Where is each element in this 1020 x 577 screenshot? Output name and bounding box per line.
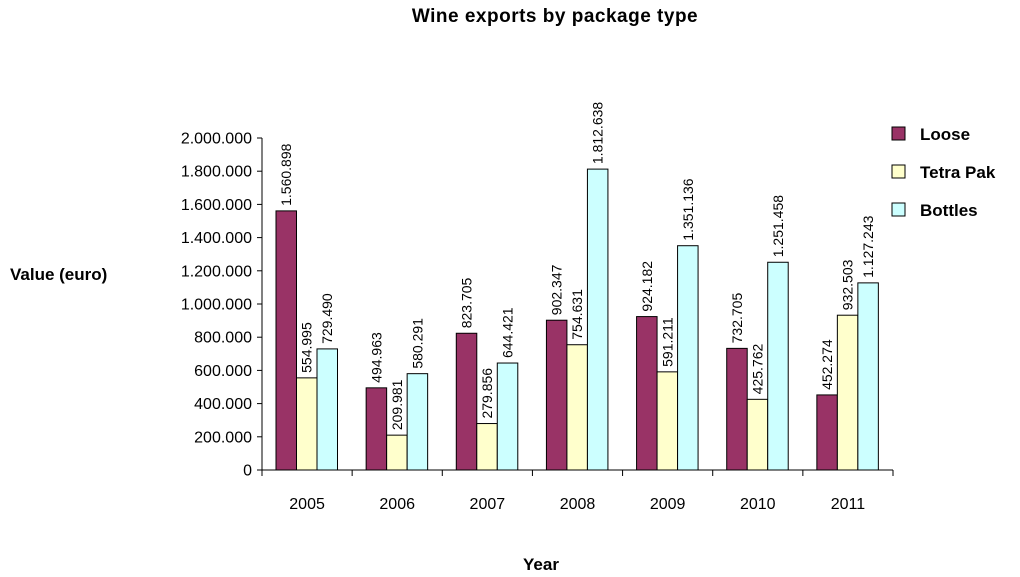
chart-title: Wine exports by package type [412, 6, 698, 27]
bars-group [275, 168, 879, 471]
data-label-tetra-pak: 754.631 [569, 289, 585, 340]
data-label-bottles: 1.812.638 [590, 102, 606, 164]
bar-bottles [677, 245, 699, 471]
data-label-loose: 924.182 [639, 261, 655, 312]
bar-loose [726, 347, 748, 471]
data-label-bottles: 644.421 [500, 307, 516, 358]
data-label-tetra-pak: 425.762 [749, 344, 765, 395]
data-label-bottles: 1.127.243 [860, 215, 876, 277]
y-tick-label: 200.000 [194, 429, 252, 446]
x-axis-title: Year [523, 555, 559, 574]
data-label-tetra-pak: 279.856 [479, 368, 495, 419]
y-tick-label: 0 [243, 463, 252, 480]
bar-loose [816, 394, 838, 471]
x-tick-label: 2008 [560, 496, 596, 513]
y-tick-label: 2.000.000 [181, 131, 252, 148]
y-tick-label: 1.800.000 [181, 164, 252, 181]
data-label-tetra-pak: 591.211 [659, 317, 675, 367]
data-label-loose: 1.560.898 [278, 143, 294, 205]
data-label-loose: 732.705 [729, 293, 745, 344]
legend-label-tetra-pak: Tetra Pak [920, 163, 996, 182]
y-tick-label: 1.400.000 [181, 230, 252, 247]
y-tick-label: 1.000.000 [181, 297, 252, 314]
y-tick-label: 400.000 [194, 396, 252, 413]
plot-area: 1.560.898 494.963 823.705 902.347 924.182 732… [181, 102, 894, 513]
data-label-loose: 902.347 [549, 264, 565, 315]
legend-swatch-tetra-pak [891, 164, 906, 179]
x-tick-label: 2010 [740, 496, 776, 513]
x-tick-label: 2006 [379, 496, 415, 513]
y-ticks-group: 0 200.000 400.000 600.000 800.000 1.000.000 1.… [181, 131, 262, 480]
bar-tetra-pak [296, 377, 318, 471]
data-labels-group: 1.560.898 494.963 823.705 902.347 924.182 732… [278, 102, 876, 431]
x-tick-label: 2007 [470, 496, 506, 513]
data-label-tetra-pak: 932.503 [840, 259, 856, 310]
bar-tetra-pak [656, 371, 679, 471]
y-tick-label: 1.600.000 [181, 197, 252, 214]
legend: Loose Tetra Pak Bottles [891, 125, 996, 220]
data-label-loose: 823.705 [459, 277, 475, 328]
y-axis-title: Value (euro) [10, 265, 107, 284]
bar-tetra-pak [386, 434, 408, 471]
bar-tetra-pak [746, 398, 769, 471]
legend-swatch-loose [891, 126, 906, 141]
data-label-bottles: 580.291 [409, 318, 425, 369]
legend-label-bottles: Bottles [920, 201, 978, 220]
bar-loose [545, 319, 568, 471]
bar-tetra-pak [836, 314, 859, 471]
y-tick-label: 1.200.000 [181, 263, 252, 280]
bar-bottles [857, 282, 879, 471]
bar-loose [275, 210, 297, 471]
bar-bottles [496, 362, 519, 471]
data-label-loose: 494.963 [368, 332, 384, 383]
bar-tetra-pak [566, 344, 588, 471]
bar-bottles [586, 168, 609, 471]
bar-bottles [767, 261, 789, 471]
data-label-tetra-pak: 554.995 [299, 322, 315, 373]
x-ticks-group: 2005 2006 2007 2008 2009 2010 2011 [261, 470, 894, 513]
bar-tetra-pak [476, 423, 498, 471]
bar-loose [365, 387, 388, 471]
legend-swatch-bottles [891, 202, 906, 217]
y-tick-label: 800.000 [194, 330, 252, 347]
data-label-bottles: 729.490 [319, 293, 335, 344]
data-label-bottles: 1.251.458 [770, 195, 786, 257]
y-tick-label: 600.000 [194, 363, 252, 380]
x-tick-label: 2005 [289, 496, 325, 513]
data-label-tetra-pak: 209.981 [389, 379, 405, 430]
data-label-loose: 452.274 [819, 339, 835, 390]
x-tick-label: 2011 [831, 496, 866, 513]
bar-bottles [406, 373, 429, 471]
bar-loose [455, 332, 478, 471]
x-tick-label: 2009 [650, 496, 686, 513]
bar-bottles [316, 348, 338, 471]
bar-loose [636, 316, 658, 471]
legend-label-loose: Loose [920, 125, 970, 144]
data-label-bottles: 1.351.136 [680, 178, 696, 240]
